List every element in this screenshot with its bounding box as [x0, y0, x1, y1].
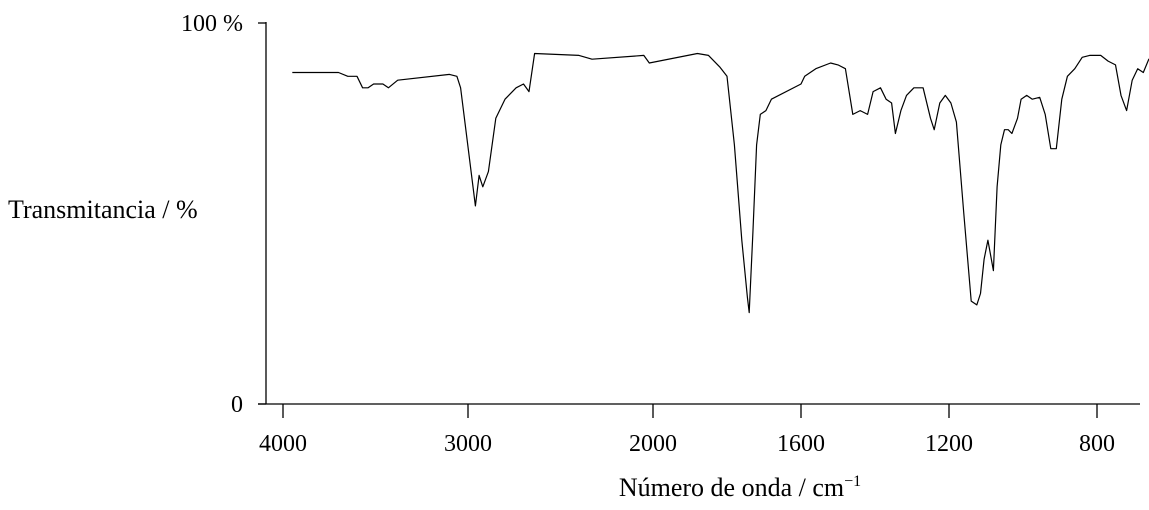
x-tick-label: 1600	[777, 431, 825, 457]
y-tick-label: 100 %	[181, 11, 243, 37]
x-axis-title-main: Número de onda / cm	[619, 473, 844, 502]
x-tick-label: 1200	[925, 431, 973, 457]
spectrum-line	[292, 52, 1149, 314]
y-axis-title: Transmitancia / %	[8, 195, 198, 224]
x-tick-group: 4000 3000 2000 1600 1200 800	[259, 404, 1115, 457]
x-axis-title: Número de onda / cm−1	[619, 473, 861, 502]
x-tick-label: 4000	[259, 431, 307, 457]
x-tick-label: 2000	[629, 431, 677, 457]
x-axis-title-superscript: −1	[844, 473, 861, 490]
y-tick-group: 100 % 0	[181, 11, 266, 418]
y-tick-label: 0	[231, 392, 243, 418]
x-tick-label: 800	[1079, 431, 1115, 457]
x-tick-label: 3000	[444, 431, 492, 457]
